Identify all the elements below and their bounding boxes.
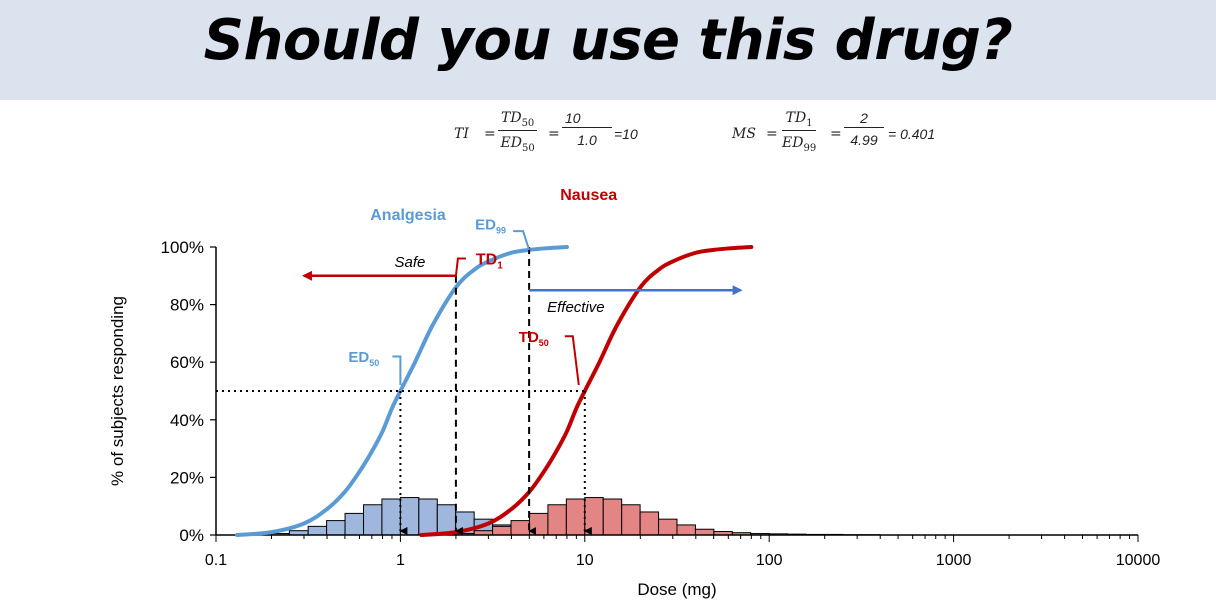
nausea-hist-bar-13 bbox=[694, 528, 715, 536]
analgesia-hist-bar-2 bbox=[307, 525, 328, 536]
analgesia-hist-bar-4 bbox=[344, 512, 365, 536]
y-tick-label: 60% bbox=[170, 353, 204, 372]
analgesia-label: Analgesia bbox=[370, 207, 446, 224]
y-tick-label: 20% bbox=[170, 468, 204, 487]
x-tick-label: 10 bbox=[576, 552, 594, 569]
y-tick-label: 80% bbox=[170, 296, 204, 315]
analgesia-hist-bar-6 bbox=[381, 498, 401, 536]
ti-num-value: 10 bbox=[562, 110, 612, 128]
reference-lines-layer bbox=[216, 247, 592, 535]
nausea-hist-bar-4 bbox=[528, 512, 549, 536]
ms-den-value: 4.99 bbox=[850, 132, 878, 148]
ms-symbolic-fraction: TD1 ED99 bbox=[782, 110, 817, 154]
nausea-hist-bar-11 bbox=[658, 518, 678, 536]
ms-lhs: MS bbox=[732, 126, 756, 142]
ms-numerator: TD1 bbox=[782, 110, 817, 131]
histogram-layer bbox=[271, 497, 881, 536]
nausea-hist-bar-12 bbox=[676, 524, 696, 536]
nausea-hist-bar-6 bbox=[565, 498, 586, 536]
x-tick-label: 100 bbox=[756, 552, 783, 569]
nausea-label: Nausea bbox=[560, 187, 617, 204]
x-tick-label: 1000 bbox=[936, 552, 972, 569]
axes-layer: 0% 20% 40% 60% 80% 100% 0.1 1 10 100 1000 10000 Dose… bbox=[108, 238, 1160, 599]
nausea-hist-bar-3 bbox=[510, 520, 530, 536]
ms-result: = 0.401 bbox=[888, 126, 936, 142]
td1-leader bbox=[454, 257, 466, 276]
ms-eq1: = bbox=[766, 126, 778, 142]
ti-numerator: TD50 bbox=[498, 110, 538, 131]
slide-title: Should you use this drug? bbox=[203, 8, 1013, 73]
nausea-hist-bar-9 bbox=[621, 504, 641, 536]
td50-leader bbox=[564, 335, 580, 386]
ed99-label: ED99 bbox=[475, 217, 506, 236]
ti-denominator: ED50 bbox=[500, 134, 535, 154]
ti-eq2: = bbox=[548, 126, 560, 142]
nausea-hist-bar-7 bbox=[584, 497, 604, 536]
ms-value-fraction: 2 4.99 bbox=[844, 110, 884, 148]
y-tick-label: 0% bbox=[179, 526, 204, 545]
y-tick-label: 40% bbox=[170, 411, 204, 430]
analgesia-hist-bar-9 bbox=[436, 504, 457, 536]
ed50-leader bbox=[392, 355, 402, 385]
analgesia-hist-bar-7 bbox=[399, 497, 420, 536]
safe-label: Safe bbox=[395, 254, 426, 271]
ms-num-value: 2 bbox=[844, 110, 884, 128]
ed50-label: ED50 bbox=[348, 349, 379, 368]
analgesia-hist-bar-3 bbox=[326, 520, 346, 536]
analgesia-hist-bar-5 bbox=[363, 504, 383, 536]
ms-eq2: = bbox=[830, 126, 842, 142]
y-tick-label: 100% bbox=[161, 238, 204, 257]
annotations-layer: Safe Effective Analgesia Nausea ED50 TD50 TD1 E… bbox=[301, 187, 743, 386]
ti-symbolic-fraction: TD50 ED50 bbox=[498, 110, 538, 154]
ti-lhs: TI bbox=[454, 126, 469, 142]
x-axis-label: Dose (mg) bbox=[637, 580, 716, 599]
effective-label: Effective bbox=[547, 299, 605, 316]
analgesia-hist-bar-8 bbox=[418, 498, 438, 536]
y-axis-label: % of subjects responding bbox=[108, 296, 127, 486]
x-tick-label: 0.1 bbox=[205, 552, 227, 569]
nausea-hist-bar-8 bbox=[602, 498, 623, 536]
td1-label: TD1 bbox=[476, 251, 503, 271]
ti-value-fraction: 10 1.0 bbox=[562, 110, 612, 148]
nausea-hist-bar-10 bbox=[639, 511, 660, 536]
ti-result: =10 bbox=[614, 126, 638, 142]
ti-eq1: = bbox=[484, 126, 496, 142]
ti-den-value: 1.0 bbox=[577, 132, 597, 148]
ti-formula: TI = TD50 ED50 = 10 1.0 =10 bbox=[454, 110, 674, 166]
ms-formula: MS = TD1 ED99 = 2 4.99 = 0.401 bbox=[732, 110, 972, 166]
x-tick-label: 10000 bbox=[1116, 552, 1161, 569]
ms-denominator: ED99 bbox=[782, 134, 817, 154]
td50-label: TD50 bbox=[519, 329, 549, 348]
nausea-hist-bar-5 bbox=[547, 504, 567, 536]
nausea-hist-bar-2 bbox=[492, 525, 512, 536]
x-tick-label: 1 bbox=[396, 552, 405, 569]
ed99-leader bbox=[513, 230, 531, 251]
title-band: Should you use this drug? bbox=[0, 0, 1216, 100]
